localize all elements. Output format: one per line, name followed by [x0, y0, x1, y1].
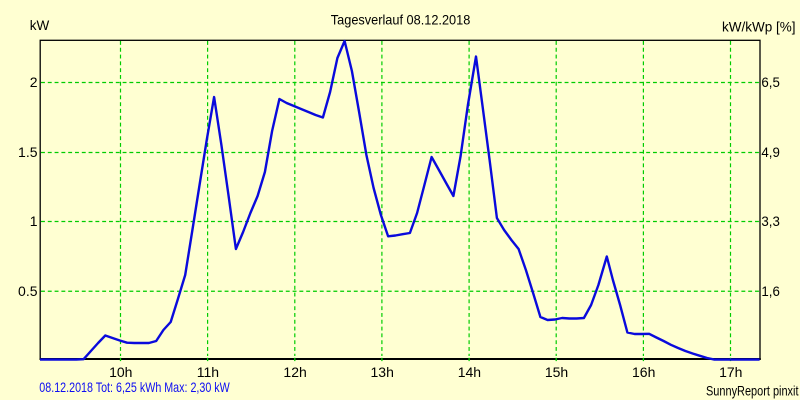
svg-text:1: 1: [30, 213, 38, 229]
svg-text:4,9: 4,9: [761, 144, 780, 160]
svg-text:16h: 16h: [632, 364, 655, 380]
svg-text:6,5: 6,5: [761, 74, 780, 90]
svg-text:14h: 14h: [458, 364, 481, 380]
svg-text:12h: 12h: [283, 364, 306, 380]
svg-text:17h: 17h: [719, 364, 742, 380]
svg-text:10h: 10h: [109, 364, 132, 380]
svg-text:13h: 13h: [371, 364, 394, 380]
svg-text:kW: kW: [30, 17, 50, 33]
svg-text:08.12.2018 Tot: 6,25 kWh Max:: 08.12.2018 Tot: 6,25 kWh Max: 2,30 kW: [39, 379, 230, 395]
svg-text:1,6: 1,6: [761, 283, 780, 299]
svg-text:Tagesverlauf 08.12.2018: Tagesverlauf 08.12.2018: [331, 11, 471, 27]
svg-text:11h: 11h: [197, 364, 219, 380]
svg-text:3,3: 3,3: [761, 213, 780, 229]
svg-text:kW/kWp [%]: kW/kWp [%]: [722, 18, 796, 34]
svg-text:2: 2: [30, 74, 38, 90]
svg-text:15h: 15h: [545, 364, 568, 380]
svg-text:SunnyReport pinxit: SunnyReport pinxit: [706, 382, 799, 398]
svg-text:0.5: 0.5: [18, 283, 38, 299]
svg-text:1.5: 1.5: [18, 144, 38, 160]
